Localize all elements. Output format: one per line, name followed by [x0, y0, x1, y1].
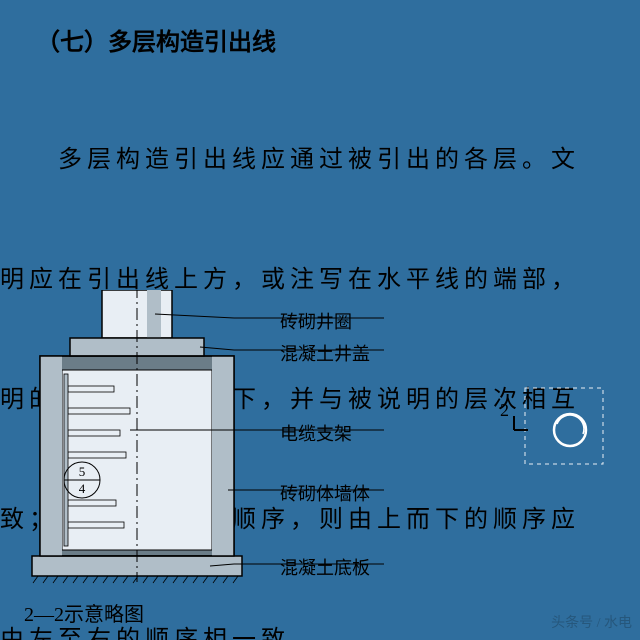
para-line: 多层构造引出线应通过被引出的各层。文	[0, 140, 580, 180]
callout-label: 混凝土井盖	[280, 340, 370, 366]
callout-label: 砖砌体墙体	[280, 480, 370, 506]
svg-text:5: 5	[79, 464, 86, 479]
watermark: 头条号 / 水电	[551, 612, 632, 632]
section-heading: （七）多层构造引出线	[36, 22, 276, 57]
callout-label: 电缆支架	[280, 420, 352, 446]
diagram-caption: 2—2示意略图	[24, 598, 144, 627]
diagram-svg: 54	[10, 290, 430, 590]
callout-label: 混凝土底板	[280, 554, 370, 580]
section-mark-2: 2	[500, 400, 509, 421]
svg-text:4: 4	[79, 481, 86, 496]
callout-label: 砖砌井圈	[280, 308, 352, 334]
